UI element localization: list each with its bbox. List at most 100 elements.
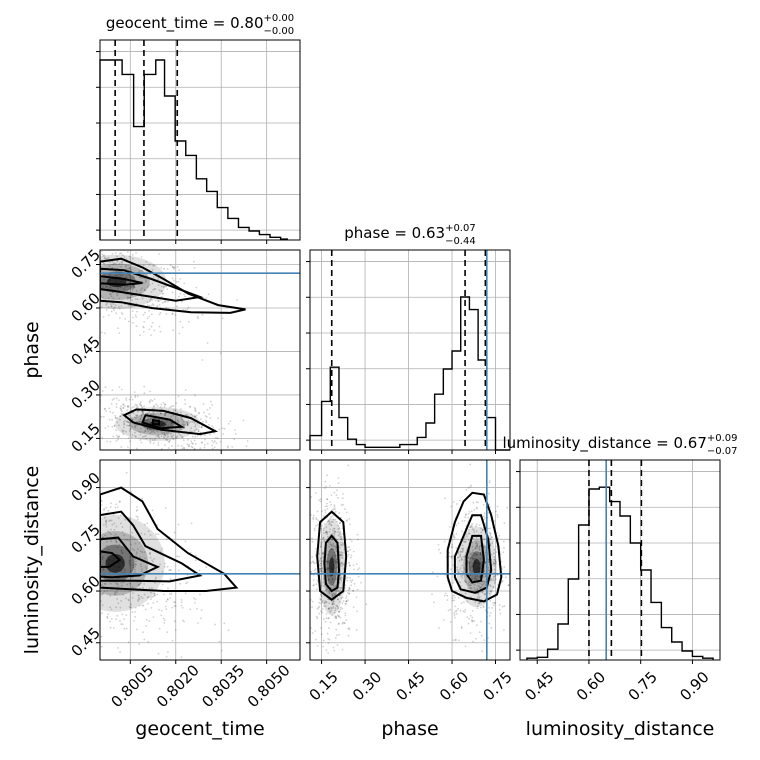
scatter-point xyxy=(341,561,344,564)
scatter-point xyxy=(493,571,496,574)
scatter-point xyxy=(474,542,477,545)
scatter-point xyxy=(78,415,80,417)
scatter-point xyxy=(30,261,32,263)
scatter-point xyxy=(314,630,317,632)
scatter-point xyxy=(150,431,153,434)
scatter-point xyxy=(476,588,479,590)
scatter-point xyxy=(350,581,353,583)
scatter-point xyxy=(104,298,107,300)
scatter-point xyxy=(115,406,118,408)
scatter-point xyxy=(163,431,166,434)
scatter-point xyxy=(145,435,147,437)
scatter-point xyxy=(463,520,466,522)
scatter-point xyxy=(322,537,325,540)
scatter-point xyxy=(156,600,159,603)
scatter-point xyxy=(64,235,66,237)
scatter-point xyxy=(121,613,124,616)
scatter-point xyxy=(141,551,144,553)
scatter-point xyxy=(467,556,470,559)
scatter-point xyxy=(310,496,313,498)
scatter-point xyxy=(109,528,112,531)
scatter-point xyxy=(121,551,124,554)
scatter-point xyxy=(151,439,154,441)
scatter-point xyxy=(467,516,469,519)
scatter-point xyxy=(479,560,482,563)
scatter-point xyxy=(356,533,359,536)
scatter-point xyxy=(121,410,123,413)
scatter-point xyxy=(489,544,492,547)
scatter-point xyxy=(174,620,176,623)
scatter-point xyxy=(114,306,116,309)
scatter-point xyxy=(335,617,338,619)
scatter-point xyxy=(182,424,185,427)
scatter-point xyxy=(492,579,494,581)
scatter-point xyxy=(312,584,314,587)
scatter-point xyxy=(464,540,467,543)
scatter-point xyxy=(333,506,336,508)
scatter-point xyxy=(468,564,471,566)
scatter-point xyxy=(326,498,329,501)
scatter-point xyxy=(341,565,343,567)
scatter-point xyxy=(206,408,209,411)
scatter-point xyxy=(159,406,162,408)
scatter-point xyxy=(121,531,124,533)
scatter-point xyxy=(460,558,463,561)
scatter-point xyxy=(505,576,507,579)
scatter-point xyxy=(106,617,109,619)
scatter-point xyxy=(455,612,458,615)
title-plus-geocent_time: +0.00 xyxy=(264,13,295,24)
scatter-point xyxy=(142,462,144,464)
scatter-point xyxy=(126,290,129,293)
scatter-point xyxy=(326,505,328,508)
scatter-point xyxy=(131,531,134,534)
scatter-point xyxy=(107,235,109,237)
scatter-point xyxy=(336,644,339,646)
scatter-point xyxy=(115,540,117,543)
scatter-point xyxy=(114,417,117,420)
scatter-point xyxy=(128,424,131,427)
scatter-point xyxy=(346,579,349,582)
scatter-point xyxy=(134,616,137,618)
scatter-point xyxy=(97,596,99,598)
scatter-point xyxy=(501,580,504,582)
scatter-point xyxy=(70,419,72,421)
scatter-point xyxy=(324,511,327,514)
scatter-point xyxy=(170,424,172,426)
scatter-point xyxy=(120,623,122,625)
scatter-point xyxy=(105,540,108,543)
scatter-point xyxy=(95,408,97,410)
scatter-point xyxy=(209,417,212,419)
scatter-point xyxy=(339,553,342,556)
scatter-point xyxy=(119,651,121,654)
scatter-point xyxy=(173,423,176,426)
scatter-point xyxy=(453,599,456,602)
scatter-point xyxy=(473,531,476,534)
scatter-point xyxy=(163,593,165,596)
scatter-point xyxy=(328,638,331,641)
scatter-point xyxy=(91,653,93,655)
scatter-point xyxy=(496,505,499,508)
scatter-point xyxy=(205,421,208,424)
scatter-point xyxy=(165,600,168,603)
scatter-point xyxy=(488,480,491,482)
scatter-point xyxy=(450,568,452,571)
scatter-point xyxy=(333,558,335,561)
scatter-point xyxy=(187,433,190,436)
scatter-point xyxy=(153,288,156,290)
scatter-point xyxy=(332,547,334,550)
scatter-point xyxy=(493,577,495,580)
scatter-point xyxy=(150,428,153,430)
scatter-point xyxy=(471,546,474,548)
scatter-point xyxy=(80,568,82,570)
scatter-point xyxy=(211,404,214,406)
scatter-point xyxy=(338,554,341,556)
scatter-point xyxy=(197,428,200,431)
scatter-point xyxy=(161,432,164,435)
scatter-point xyxy=(180,445,183,447)
scatter-point xyxy=(146,301,149,304)
scatter-point xyxy=(320,627,323,629)
scatter-point xyxy=(489,532,492,535)
scatter-point xyxy=(335,561,338,564)
scatter-point xyxy=(96,608,98,610)
scatter-point xyxy=(455,533,458,535)
